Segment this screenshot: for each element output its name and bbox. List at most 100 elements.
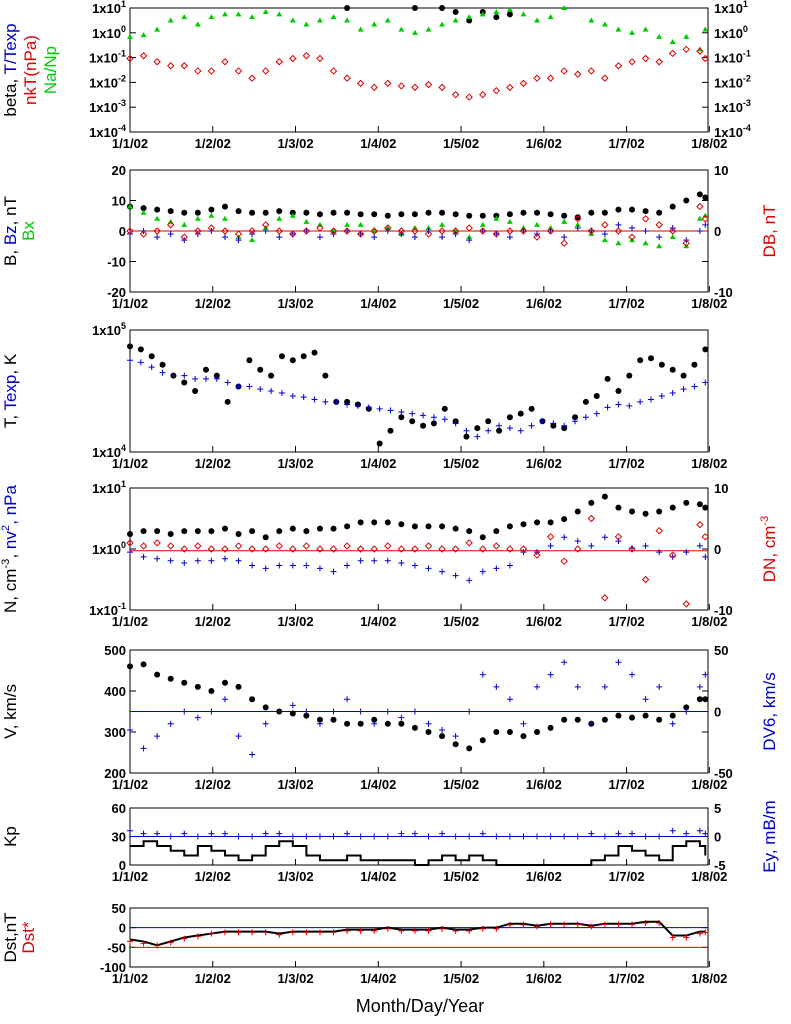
data-point <box>493 14 500 21</box>
data-point <box>550 420 557 427</box>
data-point <box>397 545 406 553</box>
data-point <box>574 538 581 545</box>
data-point <box>249 209 256 216</box>
data-point <box>425 26 432 32</box>
data-point <box>194 528 201 535</box>
data-point <box>303 929 310 936</box>
data-point <box>547 724 554 731</box>
data-point <box>696 215 703 221</box>
data-point <box>506 11 513 18</box>
data-point <box>520 209 527 216</box>
data-point <box>248 74 256 82</box>
data-point <box>641 215 650 223</box>
data-point <box>539 418 546 425</box>
data-point <box>300 353 307 360</box>
data-point <box>452 927 459 934</box>
data-point <box>601 716 608 723</box>
panel-p6: 1/1/02 1/2/02 1/3/02 1/4/02 1/5/02 1/6/02 1/7/… <box>1 800 779 884</box>
series-red <box>127 919 709 949</box>
y-right-axis-title: DN, cm-3 <box>759 516 779 582</box>
x-tick-label: 1/8/02 <box>691 777 727 792</box>
data-point <box>451 90 460 99</box>
data-point <box>224 379 231 386</box>
data-point <box>696 501 703 508</box>
data-point <box>262 209 269 216</box>
data-point <box>655 221 663 229</box>
data-point <box>167 208 174 215</box>
data-point <box>370 83 378 92</box>
data-point <box>329 545 338 553</box>
data-point <box>534 729 541 735</box>
data-point <box>561 5 568 10</box>
y-tick-label: 1x10-1 <box>89 601 126 618</box>
data-point <box>181 528 188 535</box>
data-point <box>561 716 568 723</box>
data-point <box>430 420 437 427</box>
data-point <box>262 565 269 572</box>
data-point <box>641 575 650 584</box>
x-tick-label: 1/5/02 <box>443 777 479 792</box>
data-point <box>289 562 296 569</box>
data-point <box>398 720 405 727</box>
data-point <box>221 227 229 235</box>
data-point <box>574 683 581 690</box>
data-point <box>438 227 446 235</box>
data-point <box>316 525 323 532</box>
data-point <box>629 671 636 678</box>
data-point <box>344 228 351 234</box>
data-point <box>425 927 432 934</box>
data-point <box>398 830 405 837</box>
data-point <box>588 17 595 23</box>
y-axis-title-2: Dst* <box>19 921 38 954</box>
data-point <box>506 921 513 928</box>
data-point <box>615 921 622 928</box>
series-green <box>127 203 709 249</box>
data-point <box>365 404 372 411</box>
data-point <box>451 227 460 235</box>
y-right-axis-title: DV6, km/s <box>760 672 779 750</box>
data-point <box>194 714 201 721</box>
data-point <box>154 555 161 562</box>
data-point <box>438 83 446 92</box>
data-point <box>330 833 337 840</box>
data-point <box>496 427 503 434</box>
data-point <box>420 422 427 429</box>
data-point <box>127 827 133 834</box>
data-point <box>519 227 528 235</box>
data-point <box>194 557 201 564</box>
data-point <box>411 927 418 934</box>
data-point <box>683 704 690 711</box>
data-point <box>601 594 609 602</box>
x-tick-label: 1/7/02 <box>609 614 645 629</box>
data-point <box>642 712 649 719</box>
data-point <box>235 683 242 690</box>
data-point <box>669 39 676 45</box>
data-point <box>153 58 161 66</box>
data-point <box>534 209 541 216</box>
data-point <box>492 542 501 550</box>
data-point <box>593 410 600 417</box>
data-point <box>127 357 133 364</box>
data-point <box>262 720 269 727</box>
data-point <box>330 929 337 936</box>
series-blue <box>127 827 709 840</box>
data-point <box>316 224 324 232</box>
data-point <box>370 545 378 553</box>
data-point <box>371 21 378 27</box>
data-point <box>439 733 446 740</box>
data-point <box>506 6 513 12</box>
plot-frame <box>129 7 709 133</box>
data-point <box>357 708 364 715</box>
data-point <box>561 516 568 523</box>
y-tick-label: 200 <box>104 766 126 781</box>
data-point <box>192 388 199 394</box>
data-point <box>384 708 391 715</box>
data-point <box>425 224 432 230</box>
data-point <box>167 675 174 682</box>
data-point <box>235 530 242 537</box>
data-point <box>629 921 636 928</box>
data-point <box>276 11 283 17</box>
data-point <box>249 696 256 703</box>
data-point <box>357 927 364 934</box>
y-axis-title: beta, T/Texp <box>1 23 20 116</box>
